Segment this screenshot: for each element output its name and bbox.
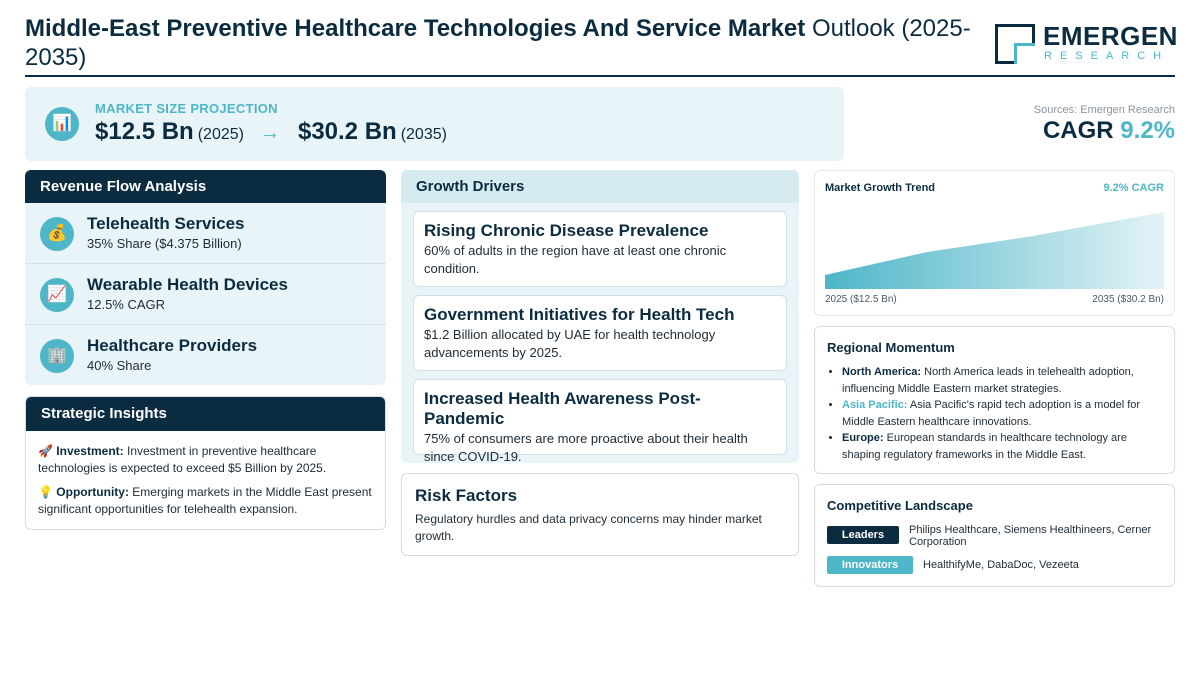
chart-start-label: 2025 ($12.5 Bn) bbox=[825, 294, 897, 305]
revenue-item-title: Wearable Health Devices bbox=[87, 275, 288, 294]
growth-driver-title: Government Initiatives for Health Tech bbox=[424, 305, 735, 324]
lightbulb-icon: 💡 bbox=[38, 485, 53, 499]
insight-opportunity: 💡 Opportunity: Emerging markets in the M… bbox=[26, 484, 385, 517]
revenue-item: 📈 Wearable Health Devices 12.5% CAGR bbox=[25, 264, 386, 325]
chart-end-label: 2035 ($30.2 Bn) bbox=[1092, 294, 1164, 305]
logo-wordmark: EMERGEN bbox=[1043, 21, 1178, 51]
market-size-projection: 📊 MARKET SIZE PROJECTION $12.5 Bn (2025) →… bbox=[25, 87, 844, 161]
arrow-right-icon: → bbox=[259, 122, 280, 144]
revenue-item-subtitle: 12.5% CAGR bbox=[87, 297, 166, 312]
regional-list: North America: North America leads in te… bbox=[827, 364, 1162, 463]
revenue-flow-title: Revenue Flow Analysis bbox=[25, 170, 386, 203]
insight-opportunity-text: Emerging markets in the Middle East pres… bbox=[38, 485, 372, 516]
leaders-row: Leaders Philips Healthcare, Siemens Heal… bbox=[827, 524, 1162, 548]
market-growth-trend-chart: Market Growth Trend 9.2% CAGR 2025 ($12.… bbox=[814, 170, 1175, 316]
projection-values: $12.5 Bn (2025) → $30.2 Bn (2035) bbox=[95, 118, 447, 146]
regional-momentum-title: Regional Momentum bbox=[827, 340, 955, 355]
risk-factors-title: Risk Factors bbox=[415, 486, 518, 505]
leaders-badge: Leaders bbox=[827, 526, 899, 544]
region-text: Asia Pacific's rapid tech adoption is a … bbox=[842, 399, 1141, 428]
money-bag-icon: 💰 bbox=[40, 217, 74, 251]
revenue-item-subtitle: 35% Share ($4.375 Billion) bbox=[87, 236, 242, 251]
regional-momentum-panel: Regional Momentum North America: North A… bbox=[814, 326, 1175, 474]
insight-investment-text: Investment in preventive healthcare tech… bbox=[38, 444, 327, 475]
sources-note: Sources: Emergen Research bbox=[1033, 104, 1175, 116]
innovators-row: Innovators HealthifyMe, DabaDoc, Vezeeta bbox=[827, 554, 1162, 576]
growth-driver-title: Rising Chronic Disease Prevalence bbox=[424, 221, 709, 240]
projection-start-year: (2025) bbox=[197, 126, 244, 143]
region-text: North America leads in telehealth adopti… bbox=[842, 366, 1134, 395]
cagr-summary: CAGR 9.2% bbox=[1043, 117, 1175, 145]
revenue-item: 🏢 Healthcare Providers 40% Share bbox=[25, 325, 386, 385]
cagr-label: CAGR bbox=[1042, 117, 1114, 144]
revenue-item: 💰 Telehealth Services 35% Share ($4.375 … bbox=[25, 203, 386, 264]
logo-subtext: RESEARCH bbox=[1044, 50, 1170, 62]
trend-area bbox=[825, 212, 1164, 289]
region-name: North America: bbox=[842, 366, 922, 378]
innovators-list: HealthifyMe, DabaDoc, Vezeeta bbox=[923, 559, 1079, 571]
revenue-item-title: Healthcare Providers bbox=[87, 336, 258, 355]
growth-driver-text: 75% of consumers are more proactive abou… bbox=[424, 431, 748, 463]
competitive-landscape-title: Competitive Landscape bbox=[827, 498, 973, 513]
logo-mark-icon bbox=[995, 24, 1035, 64]
trend-up-icon: 📈 bbox=[40, 278, 74, 312]
list-item: Europe: European standards in healthcare… bbox=[842, 430, 1162, 463]
leaders-list: Philips Healthcare, Siemens Healthineers… bbox=[909, 524, 1152, 548]
insight-investment: 🚀 Investment: Investment in preventive h… bbox=[26, 443, 385, 476]
insight-investment-label: Investment: bbox=[56, 444, 124, 458]
page-header: Middle-East Preventive Healthcare Techno… bbox=[25, 14, 1177, 77]
growth-driver-card: Rising Chronic Disease Prevalence 60% of… bbox=[413, 211, 787, 287]
cagr-value: 9.2% bbox=[1120, 117, 1175, 144]
chart-title: Market Growth Trend bbox=[825, 182, 936, 194]
growth-driver-title: Increased Health Awareness Post-Pandemic bbox=[424, 389, 701, 428]
strategic-insights-panel: Strategic Insights 🚀 Investment: Investm… bbox=[25, 396, 386, 530]
list-item: Asia Pacific: Asia Pacific's rapid tech … bbox=[842, 397, 1162, 430]
building-icon: 🏢 bbox=[40, 339, 74, 373]
projection-end-value: $30.2 Bn bbox=[297, 118, 397, 145]
projection-start-value: $12.5 Bn bbox=[95, 118, 194, 145]
projection-end-year: (2035) bbox=[400, 126, 447, 143]
growth-driver-card: Government Initiatives for Health Tech $… bbox=[413, 295, 787, 371]
risk-factors-panel: Risk Factors Regulatory hurdles and data… bbox=[401, 473, 799, 556]
region-name: Asia Pacific: bbox=[842, 399, 908, 411]
revenue-item-subtitle: 40% Share bbox=[87, 358, 152, 373]
growth-drivers-title: Growth Drivers bbox=[401, 170, 799, 203]
insight-opportunity-label: Opportunity: bbox=[56, 485, 129, 499]
page-title: Middle-East Preventive Healthcare Techno… bbox=[25, 14, 985, 72]
growth-drivers-panel: Growth Drivers Rising Chronic Disease Pr… bbox=[401, 170, 799, 463]
strategic-insights-title: Strategic Insights bbox=[26, 397, 385, 431]
page-title-bold: Middle-East Preventive Healthcare Techno… bbox=[25, 15, 806, 42]
rocket-icon: 🚀 bbox=[38, 444, 53, 458]
region-name: Europe: bbox=[842, 432, 884, 444]
growth-driver-text: $1.2 Billion allocated by UAE for health… bbox=[424, 327, 716, 360]
page-title-rest: Outlook (2025-2035) bbox=[25, 15, 971, 71]
chart-icon: 📊 bbox=[45, 107, 79, 141]
growth-driver-card: Increased Health Awareness Post-Pandemic… bbox=[413, 379, 787, 463]
emergen-logo: EMERGEN RESEARCH bbox=[995, 22, 1177, 66]
region-text: European standards in healthcare technol… bbox=[842, 432, 1127, 461]
list-item: North America: North America leads in te… bbox=[842, 364, 1162, 397]
projection-label: MARKET SIZE PROJECTION bbox=[95, 101, 278, 116]
revenue-item-title: Telehealth Services bbox=[87, 214, 245, 233]
risk-factors-text: Regulatory hurdles and data privacy conc… bbox=[415, 512, 762, 543]
chart-annotation: 9.2% CAGR bbox=[1103, 182, 1164, 194]
competitive-landscape-panel: Competitive Landscape Leaders Philips He… bbox=[814, 484, 1175, 587]
innovators-badge: Innovators bbox=[827, 556, 913, 574]
trend-area-svg bbox=[825, 212, 1164, 289]
revenue-flow-panel: Revenue Flow Analysis 💰 Telehealth Servi… bbox=[25, 170, 386, 385]
growth-driver-text: 60% of adults in the region have at leas… bbox=[424, 243, 727, 276]
